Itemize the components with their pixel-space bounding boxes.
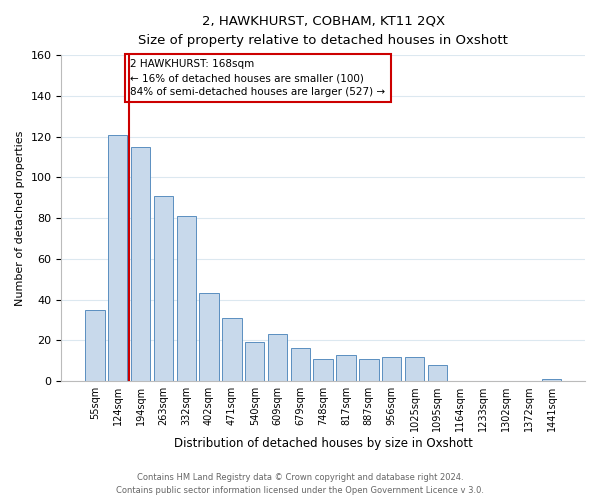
Bar [542, 379, 561, 381]
Bar [85, 310, 104, 381]
Text: Contains HM Land Registry data © Crown copyright and database right 2024.
Contai: Contains HM Land Registry data © Crown c… [116, 474, 484, 495]
Bar [108, 134, 127, 381]
Bar [337, 354, 356, 381]
Bar [382, 356, 401, 381]
Bar [428, 365, 447, 381]
Bar [290, 348, 310, 381]
Bar [176, 216, 196, 381]
Bar [405, 356, 424, 381]
Bar [359, 358, 379, 381]
Text: 2 HAWKHURST: 168sqm
← 16% of detached houses are smaller (100)
84% of semi-detac: 2 HAWKHURST: 168sqm ← 16% of detached ho… [130, 59, 385, 97]
Bar [313, 358, 333, 381]
Bar [245, 342, 265, 381]
Bar [222, 318, 242, 381]
Title: 2, HAWKHURST, COBHAM, KT11 2QX
Size of property relative to detached houses in O: 2, HAWKHURST, COBHAM, KT11 2QX Size of p… [138, 15, 508, 47]
Bar [199, 294, 219, 381]
Bar [268, 334, 287, 381]
Y-axis label: Number of detached properties: Number of detached properties [15, 130, 25, 306]
X-axis label: Distribution of detached houses by size in Oxshott: Distribution of detached houses by size … [174, 437, 473, 450]
Bar [154, 196, 173, 381]
Bar [131, 147, 150, 381]
